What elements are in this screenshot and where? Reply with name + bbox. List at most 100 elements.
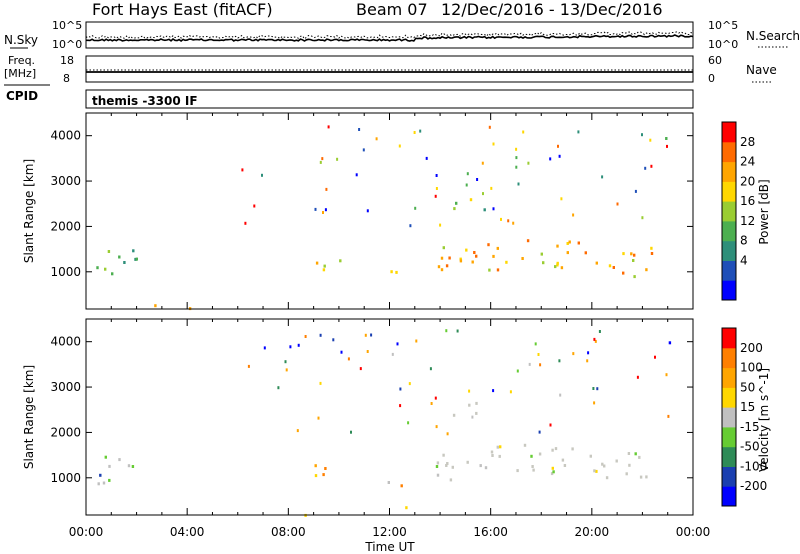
colorbar-tick-label: 8 xyxy=(740,234,748,248)
scatter-cell xyxy=(118,255,121,259)
scatter-cell xyxy=(625,472,628,476)
scatter-cell xyxy=(528,362,531,366)
nsky-label: N.Sky xyxy=(4,33,38,47)
colorbar-segment xyxy=(722,181,736,202)
power-ylabel: Slant Range [km] xyxy=(22,159,36,263)
scatter-cell xyxy=(551,448,554,452)
scatter-cell xyxy=(649,138,652,142)
scatter-cell xyxy=(366,350,369,353)
y-tick-label: 1000 xyxy=(50,265,81,279)
scatter-cell xyxy=(636,375,639,379)
scatter-cell xyxy=(491,454,494,457)
freq-panel: Freq. [MHz] 18 8 60 0 Nave xyxy=(4,54,777,85)
scatter-cell xyxy=(615,459,618,463)
scatter-cell xyxy=(563,464,567,467)
scatter-cell xyxy=(284,360,287,364)
scatter-cell xyxy=(641,216,644,220)
time-axis-ticks: 00:00 04:00 08:00 12:00 16:00 20:00 00:00 xyxy=(69,525,711,539)
scatter-cell xyxy=(523,443,527,447)
scatter-cell xyxy=(437,265,441,269)
scatter-cell xyxy=(96,266,99,270)
colorbar-tick-label: -15 xyxy=(740,420,760,434)
scatter-cell xyxy=(627,452,631,455)
scatter-cell xyxy=(554,447,558,451)
scatter-cell xyxy=(638,455,641,459)
scatter-cell xyxy=(439,223,442,227)
scatter-cell xyxy=(592,387,595,390)
scatter-cell xyxy=(319,381,322,385)
scatter-cell xyxy=(405,506,408,510)
scatter-cell xyxy=(456,329,459,333)
scatter-cell xyxy=(451,465,454,469)
colorbar-segment xyxy=(722,387,736,408)
scatter-cell xyxy=(277,386,280,390)
scatter-cell xyxy=(554,265,557,269)
scatter-cell xyxy=(531,465,534,468)
scatter-cell xyxy=(339,259,342,263)
colorbar-tick-label: 16 xyxy=(740,194,755,208)
scatter-cell xyxy=(483,208,486,212)
scatter-cell xyxy=(304,335,307,338)
scatter-cell xyxy=(633,253,636,257)
scatter-cell xyxy=(605,476,609,480)
scatter-cell xyxy=(587,351,590,355)
power-panel: 1000 2000 3000 4000 Slant Range [km] 28 24 20… xyxy=(22,112,771,311)
scatter-cell xyxy=(466,460,469,464)
scatter-cell xyxy=(314,474,318,478)
scatter-cell xyxy=(442,453,445,457)
scatter-cell xyxy=(289,345,292,349)
scatter-cell xyxy=(370,333,373,337)
colorbar-tick-label: -50 xyxy=(740,440,760,454)
scatter-cell xyxy=(593,401,596,405)
scatter-cell xyxy=(322,473,325,477)
time-tick-label: 16:00 xyxy=(473,525,508,539)
scatter-cell xyxy=(319,333,322,337)
scatter-cell xyxy=(430,402,433,405)
scatter-cell xyxy=(516,369,519,373)
colorbar-segment xyxy=(722,201,736,222)
scatter-cell xyxy=(496,445,499,449)
scatter-cell xyxy=(366,209,369,213)
y-tick-label: 2000 xyxy=(50,425,81,439)
power-axes: 1000 2000 3000 4000 xyxy=(50,113,694,309)
scatter-cell xyxy=(434,396,437,400)
scatter-cell xyxy=(396,342,399,346)
nsky-tick-top: 10^5 xyxy=(52,19,82,32)
scatter-cell xyxy=(244,221,247,225)
scatter-cell xyxy=(668,341,672,345)
nsearch-tick-bottom: 10^0 xyxy=(708,38,738,51)
time-tick-label: 00:00 xyxy=(676,525,711,539)
scatter-cell xyxy=(499,445,502,449)
scatter-cell xyxy=(572,213,575,217)
scatter-cell xyxy=(630,252,633,256)
scatter-cell xyxy=(469,198,473,202)
scatter-cell xyxy=(537,353,540,356)
scatter-cell xyxy=(408,382,411,386)
colorbar-segment xyxy=(722,122,736,143)
scatter-cell xyxy=(104,455,107,459)
scatter-cell xyxy=(127,464,131,468)
scatter-cell xyxy=(324,208,327,212)
power-data xyxy=(96,125,668,311)
scatter-cell xyxy=(364,333,367,337)
scatter-cell xyxy=(527,161,530,165)
scatter-cell xyxy=(558,154,561,158)
scatter-cell xyxy=(645,475,648,479)
scatter-cell xyxy=(498,454,501,458)
scatter-cell xyxy=(99,473,102,477)
scatter-cell xyxy=(435,187,438,190)
scatter-cell xyxy=(131,465,135,468)
scatter-cell xyxy=(594,339,597,343)
velocity-colorbar: 200 100 50 15 -15 -50 -100 -200 xyxy=(721,327,767,507)
scatter-cell xyxy=(355,173,358,177)
time-tick-label: 08:00 xyxy=(271,525,306,539)
scatter-cell xyxy=(616,202,619,206)
colorbar-segment xyxy=(722,367,736,388)
colorbar-tick-label: -100 xyxy=(740,459,767,473)
scatter-cell xyxy=(532,468,535,472)
scatter-cell xyxy=(487,243,490,247)
scatter-cell xyxy=(111,272,114,276)
scatter-cell xyxy=(517,182,520,186)
scatter-cell xyxy=(507,219,510,223)
scatter-cell xyxy=(556,261,559,265)
